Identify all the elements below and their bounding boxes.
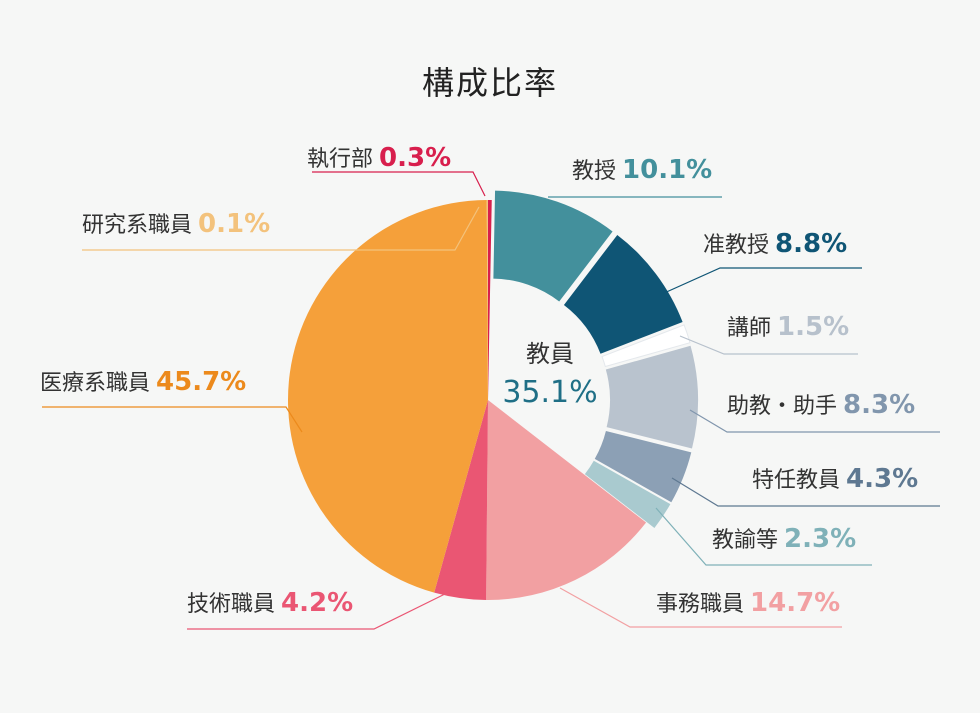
slice-name-1: 執行部 xyxy=(307,147,374,172)
slice-label-1: 執行部 0.3% xyxy=(307,145,451,171)
center-group-label: 教員 35.1% xyxy=(495,334,605,410)
slice-value-8: 14.7% xyxy=(750,588,841,618)
center-group-value: 35.1% xyxy=(502,375,598,410)
slice-value-2: 10.1% xyxy=(622,155,713,185)
slice-value-6: 4.3% xyxy=(846,464,919,494)
slice-label-3: 准教授 8.8% xyxy=(703,231,847,257)
slice-label-8: 事務職員 14.7% xyxy=(656,590,840,616)
slice-label-7: 教諭等 2.3% xyxy=(712,526,856,552)
pie-slice-11 xyxy=(486,200,488,400)
pie-slice-1 xyxy=(488,200,492,400)
leader-line-10 xyxy=(42,406,303,433)
chart-title: 構成比率 xyxy=(421,64,558,102)
pie-slices xyxy=(287,190,698,600)
pie-slice-10 xyxy=(287,200,488,593)
slice-label-2: 教授 10.1% xyxy=(572,157,712,183)
center-group-name: 教員 xyxy=(526,340,574,368)
slice-name-11: 研究系職員 xyxy=(82,213,193,238)
leader-line-8 xyxy=(559,587,842,628)
slice-name-3: 准教授 xyxy=(703,233,770,258)
pie-slice-8 xyxy=(486,400,647,600)
leader-line-4 xyxy=(679,335,858,355)
pie-slice-2 xyxy=(493,190,613,302)
pie-slice-7 xyxy=(584,460,671,529)
leader-line-11 xyxy=(82,206,480,251)
slice-value-5: 8.3% xyxy=(843,390,916,420)
pie-slice-4 xyxy=(601,324,691,368)
slice-value-10: 45.7% xyxy=(156,367,247,397)
pie-slice-3 xyxy=(563,234,683,354)
slice-label-11: 研究系職員 0.1% xyxy=(82,211,270,237)
slice-value-3: 8.8% xyxy=(775,229,848,259)
slice-name-2: 教授 xyxy=(572,159,617,184)
slice-label-9: 技術職員 4.2% xyxy=(187,590,353,616)
slice-label-6: 特任教員 4.3% xyxy=(752,466,918,492)
slice-value-11: 0.1% xyxy=(198,209,271,239)
leader-lines xyxy=(42,171,940,630)
slice-label-4: 講師 1.5% xyxy=(727,314,849,340)
slice-name-6: 特任教員 xyxy=(752,468,841,493)
slice-name-10: 医療系職員 xyxy=(40,371,151,396)
slice-name-9: 技術職員 xyxy=(187,592,276,617)
slice-name-8: 事務職員 xyxy=(656,592,745,617)
slice-value-7: 2.3% xyxy=(784,524,857,554)
slice-label-10: 医療系職員 45.7% xyxy=(40,369,246,395)
leader-line-9 xyxy=(187,591,450,630)
leader-line-3 xyxy=(661,267,862,295)
leader-line-6 xyxy=(671,477,940,507)
slice-name-7: 教諭等 xyxy=(712,528,779,553)
slice-value-9: 4.2% xyxy=(281,588,354,618)
slice-name-4: 講師 xyxy=(727,316,772,341)
slice-value-4: 1.5% xyxy=(777,312,850,342)
slice-label-5: 助教・助手 8.3% xyxy=(727,392,915,418)
leader-line-5 xyxy=(689,409,940,433)
pie-slice-9 xyxy=(434,400,488,600)
leader-line-1 xyxy=(312,171,486,197)
slice-value-1: 0.3% xyxy=(379,143,452,173)
leader-line-7 xyxy=(655,507,872,566)
slice-name-5: 助教・助手 xyxy=(727,394,838,419)
pie-slice-5 xyxy=(605,345,698,449)
pie-slice-6 xyxy=(594,430,692,503)
